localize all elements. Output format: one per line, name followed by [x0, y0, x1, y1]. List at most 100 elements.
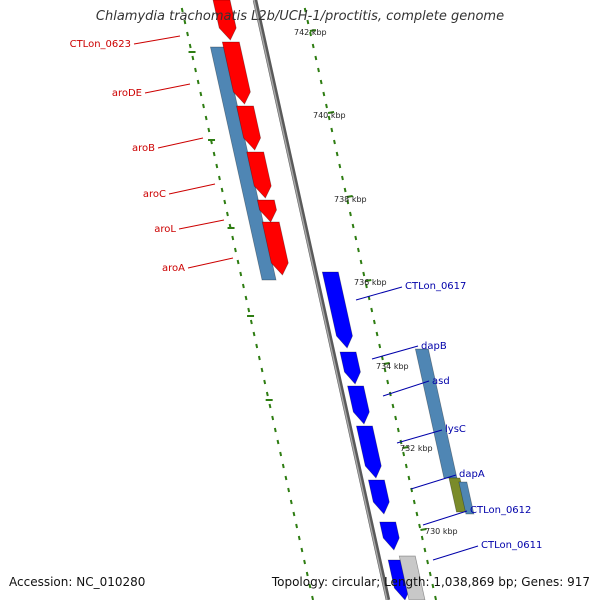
- guide-dot: [194, 67, 197, 73]
- guide-dot: [284, 475, 288, 481]
- orf-bar: [458, 481, 475, 515]
- guide-dot: [252, 331, 256, 337]
- guide-dot: [183, 19, 187, 25]
- guide-dot: [418, 523, 422, 529]
- gene-arrow: [339, 351, 361, 385]
- tick-mark: [346, 195, 353, 198]
- connector-line: [133, 35, 181, 45]
- guide-dot: [218, 175, 221, 181]
- gene-arrow: [398, 555, 426, 600]
- guide-dot: [295, 523, 299, 529]
- guide-dot: [330, 127, 334, 133]
- guide-dot: [327, 115, 331, 121]
- guide-dot: [204, 115, 208, 121]
- gene-arrow: [379, 521, 400, 551]
- tick-label: 738 kbp: [334, 195, 367, 204]
- connector-line: [355, 286, 403, 301]
- guide-dot: [343, 187, 347, 193]
- accession-text: Accession: NC_010280: [9, 575, 146, 589]
- guide-dot: [244, 295, 248, 301]
- tick-mark: [327, 111, 335, 114]
- map-title: Chlamydia trachomatis L2b/UCH-1/proctiti…: [95, 9, 505, 24]
- tick-mark: [383, 362, 390, 365]
- guide-dot: [257, 355, 261, 361]
- gene-labels-forward: CTLon_0623 aroDE aroB aroC aroL aroA: [70, 39, 186, 274]
- guide-dot: [311, 595, 314, 600]
- guide-dot: [226, 211, 229, 217]
- guide-dot: [279, 451, 283, 457]
- gene-arrow: [355, 425, 382, 479]
- guide-dot: [396, 427, 400, 433]
- gene-label: dapB: [421, 341, 447, 352]
- gene-arrow: [212, 0, 237, 41]
- guide-dot: [287, 487, 291, 493]
- guide-dot: [394, 415, 398, 421]
- orf-track: [209, 46, 475, 515]
- guide-dot: [265, 391, 269, 397]
- gene-label: aroC: [143, 189, 166, 200]
- guide-dot: [271, 415, 275, 421]
- tick-label: 740 kbp: [313, 111, 346, 120]
- gene-label: aroB: [132, 143, 155, 154]
- guide-dot: [212, 151, 216, 157]
- connector-line: [187, 257, 234, 269]
- guide-dot: [364, 283, 368, 289]
- guide-dot: [362, 271, 366, 277]
- guide-dot: [223, 199, 227, 205]
- guide-dot: [378, 343, 382, 349]
- guide-dot: [341, 175, 344, 181]
- gene-label: lysC: [445, 424, 466, 435]
- guide-dot: [186, 31, 189, 37]
- gene-arrow: [367, 479, 390, 515]
- guide-dot: [303, 559, 307, 565]
- guide-dot: [297, 535, 301, 541]
- gene-arrow: [236, 105, 261, 151]
- guide-dot: [292, 511, 296, 517]
- guide-dot: [306, 19, 310, 25]
- connector-line: [410, 474, 457, 490]
- guide-dot: [239, 271, 243, 277]
- guide-dot: [346, 199, 350, 205]
- guide-dot: [349, 211, 352, 217]
- guide-dot: [415, 511, 419, 517]
- guide-dot: [236, 259, 240, 265]
- guide-dot: [191, 55, 195, 61]
- guide-dot: [404, 463, 408, 469]
- guide-dot: [423, 547, 427, 553]
- guide-dot: [426, 559, 430, 565]
- connector-line: [178, 219, 225, 230]
- gene-label: aroA: [162, 263, 185, 274]
- gene-arrow: [347, 385, 370, 425]
- guide-dot: [308, 583, 312, 589]
- guide-dot: [314, 55, 318, 61]
- guide-dot: [207, 127, 211, 133]
- tick-label: 734 kbp: [376, 362, 409, 371]
- guide-dot: [375, 331, 379, 337]
- guide-dot: [412, 499, 416, 505]
- orf-bar: [414, 348, 458, 479]
- gene-label: CTLon_0617: [405, 281, 466, 292]
- guide-dot: [370, 307, 374, 313]
- guide-dot: [196, 79, 200, 85]
- guide-dot: [434, 595, 437, 600]
- guide-dot: [202, 103, 205, 109]
- guide-dot: [338, 163, 342, 169]
- guide-dot: [273, 427, 277, 433]
- guide-dot: [247, 307, 251, 313]
- tick-mark: [309, 29, 317, 32]
- connector-line: [144, 83, 191, 94]
- guide-dot: [311, 43, 315, 49]
- guide-dot: [300, 547, 304, 553]
- guide-dot: [268, 403, 272, 409]
- gene-label: asd: [432, 376, 450, 387]
- guide-dot: [356, 247, 360, 253]
- guide-dot: [289, 499, 293, 505]
- connector-line: [168, 183, 216, 195]
- gene-label: aroL: [154, 224, 176, 235]
- guide-dot: [325, 103, 328, 109]
- connector-line: [382, 380, 430, 397]
- guide-dot: [260, 367, 264, 373]
- guide-dot: [180, 7, 184, 13]
- connector-line: [157, 137, 204, 149]
